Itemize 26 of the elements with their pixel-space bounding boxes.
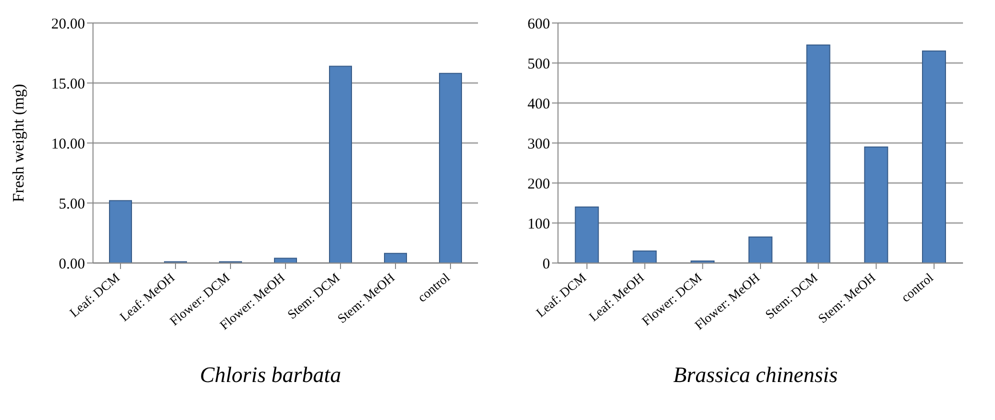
y-tick-label: 100 [528,216,550,232]
y-tick-label: 500 [528,56,550,72]
y-tick-label: 0.00 [58,256,85,272]
y-tick-label: 15.00 [51,76,85,92]
text: Brassica chinensis [672,362,839,388]
bar [109,200,132,263]
bar [329,66,352,263]
bar [384,252,407,263]
text: Chloris barbata [198,362,342,388]
bar [574,206,599,263]
bar [439,72,462,263]
y-tick-label: 20.00 [51,16,85,32]
y-tick-label: 5.00 [58,196,85,212]
bar [632,250,657,263]
bar [274,258,297,263]
bar [864,146,888,263]
y-tick-label: 10.00 [51,136,85,152]
bar [806,44,830,263]
bar [748,236,772,263]
bar [922,50,946,263]
y-tick-label: 300 [528,136,550,152]
y-tick-label: 400 [528,96,550,112]
y-axis-title: Fresh weight (mg) [10,84,28,202]
y-tick-label: 200 [528,176,550,192]
y-tick-label: 0 [542,256,550,272]
y-tick-label: 600 [528,16,550,32]
